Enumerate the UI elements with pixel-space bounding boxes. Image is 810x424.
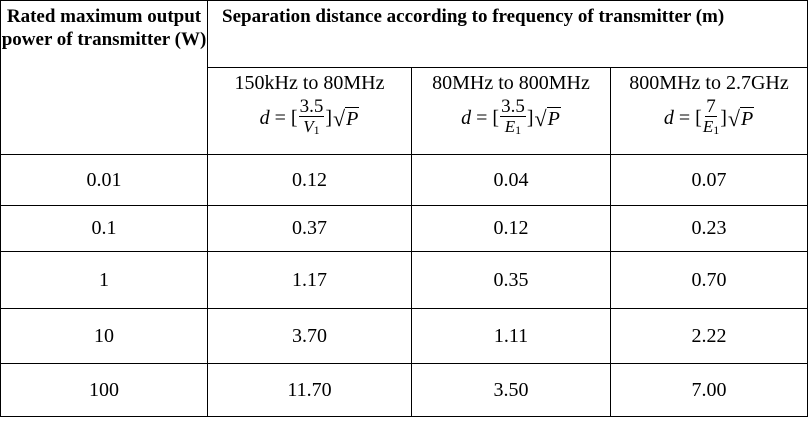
formula-denominator-wrap: E1 xyxy=(703,117,719,140)
table-row: 0.01 0.12 0.04 0.07 xyxy=(0,154,809,206)
formula-denominator-sub: 1 xyxy=(313,123,320,137)
formula-fraction: 3.5 V1 xyxy=(298,96,325,140)
formula: d = [ 7 E1 ] √ P xyxy=(663,97,755,140)
sqrt-sign: √ P xyxy=(333,105,360,131)
value-cell: 0.23 xyxy=(609,205,809,252)
formula-denominator: V xyxy=(303,117,314,136)
formula-fraction: 7 E1 xyxy=(703,97,719,140)
formula-lhs: d xyxy=(259,107,270,129)
power-cell: 0.1 xyxy=(0,205,208,252)
table-row: 0.1 0.37 0.12 0.23 xyxy=(0,205,809,252)
value-cell: 11.70 xyxy=(207,363,412,417)
value-cell: 0.70 xyxy=(609,251,809,309)
formula-radicand: P xyxy=(345,106,360,130)
value-cell: 1.17 xyxy=(207,251,412,309)
header-row: Rated maximum output power of transmitte… xyxy=(0,0,809,155)
formula: d = [ 3.5 E1 ] √ P xyxy=(461,97,561,140)
formula: d = [ 3.5 V1 ] √ P xyxy=(260,97,360,140)
header-power: Rated maximum output power of transmitte… xyxy=(1,6,207,50)
value-cell: 2.22 xyxy=(609,308,809,364)
formula-denominator-sub: 1 xyxy=(713,123,720,137)
header-separation: Separation distance according to frequen… xyxy=(222,6,725,27)
formula-numerator: 7 xyxy=(705,96,717,117)
band-label: 150kHz to 80MHz xyxy=(234,72,385,94)
value-cell: 1.11 xyxy=(411,308,611,364)
band-label: 80MHz to 800MHz xyxy=(432,72,590,94)
value-cell: 0.37 xyxy=(207,205,412,252)
table-row: 1 1.17 0.35 0.70 xyxy=(0,251,809,309)
header-power-cell: Rated maximum output power of transmitte… xyxy=(0,0,208,155)
band-header-2: 800MHz to 2.7GHz d = [ 7 E1 ] √ P xyxy=(609,67,809,155)
header-separation-cell: Separation distance according to frequen… xyxy=(206,0,809,68)
band-header-0: 150kHz to 80MHz d = [ 3.5 V1 ] √ P xyxy=(207,67,412,155)
formula-radicand: P xyxy=(546,106,561,130)
value-cell: 0.12 xyxy=(411,205,611,252)
formula-radicand: P xyxy=(739,106,755,130)
value-cell: 3.70 xyxy=(207,308,412,364)
formula-denominator-wrap: V1 xyxy=(303,117,319,140)
formula-lhs: d xyxy=(461,107,472,129)
power-cell: 1 xyxy=(0,251,208,309)
table-row: 10 3.70 1.11 2.22 xyxy=(0,308,809,364)
value-cell: 3.50 xyxy=(411,363,611,417)
sqrt-sign: √ P xyxy=(727,105,755,131)
power-cell: 100 xyxy=(0,363,208,417)
formula-denominator-wrap: E1 xyxy=(505,117,521,140)
power-cell: 0.01 xyxy=(0,154,208,206)
value-cell: 0.35 xyxy=(411,251,611,309)
sqrt-sign: √ P xyxy=(534,105,561,131)
value-cell: 7.00 xyxy=(609,363,809,417)
band-header-row: 150kHz to 80MHz d = [ 3.5 V1 ] √ P 80MHz … xyxy=(1,67,809,155)
band-header-1: 80MHz to 800MHz d = [ 3.5 E1 ] √ P xyxy=(411,67,611,155)
value-cell: 0.12 xyxy=(207,154,412,206)
band-label: 800MHz to 2.7GHz xyxy=(629,72,789,94)
formula-numerator: 3.5 xyxy=(500,96,526,117)
formula-denominator: E xyxy=(702,117,714,136)
formula-numerator: 3.5 xyxy=(298,96,325,117)
formula-denominator-sub: 1 xyxy=(515,123,522,137)
table-row: 100 11.70 3.50 7.00 xyxy=(0,363,809,417)
value-cell: 0.04 xyxy=(411,154,611,206)
power-cell: 10 xyxy=(0,308,208,364)
formula-fraction: 3.5 E1 xyxy=(500,97,526,140)
formula-denominator: E xyxy=(504,117,516,136)
value-cell: 0.07 xyxy=(609,154,809,206)
formula-lhs: d xyxy=(663,107,674,129)
